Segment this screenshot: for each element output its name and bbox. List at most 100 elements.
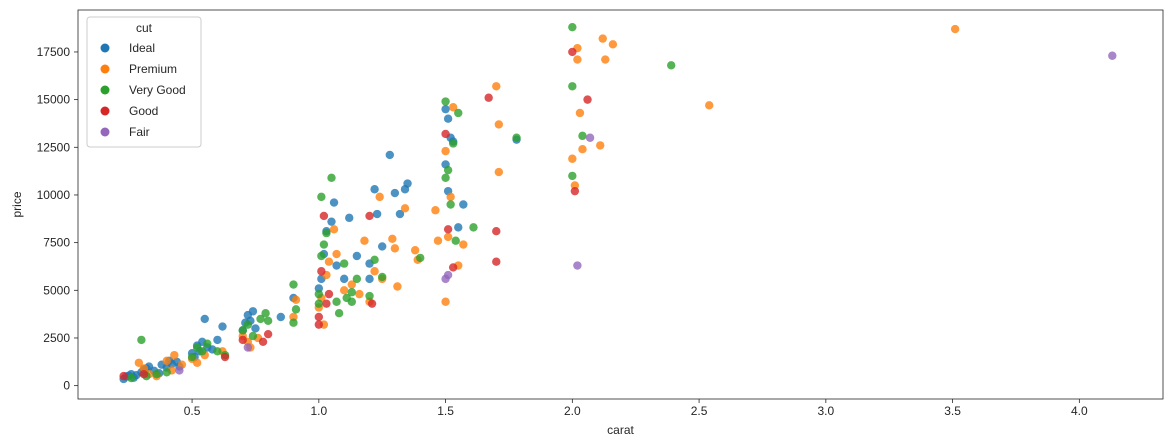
y-tick-label-7: 17500	[37, 45, 71, 59]
point-very-good-20	[314, 289, 324, 299]
point-good-10	[324, 289, 334, 299]
point-good-14	[443, 225, 453, 234]
y-axis-label: price	[10, 191, 24, 217]
legend-marker-ideal	[100, 43, 110, 53]
point-ideal-48	[372, 209, 382, 219]
point-premium-58	[601, 55, 610, 64]
point-very-good-0	[127, 373, 136, 383]
point-very-good-36	[441, 97, 450, 106]
point-ideal-26	[213, 335, 222, 345]
point-premium-54	[575, 108, 585, 118]
x-tick-label-0: 0.5	[184, 404, 201, 418]
point-ideal-55	[441, 104, 450, 114]
point-very-good-7	[198, 347, 207, 356]
point-very-good-37	[443, 165, 453, 175]
point-premium-26	[347, 280, 356, 289]
y-axis: 0 2500 5000 7500 10000 12500 15000 17500	[37, 45, 78, 393]
y-tick-label-1: 2500	[43, 331, 70, 345]
legend-items: Ideal Premium Very Good Good Fair	[100, 41, 186, 139]
point-very-good-34	[378, 272, 387, 282]
point-good-20	[570, 186, 580, 196]
point-ideal-51	[390, 188, 400, 198]
point-premium-45	[459, 240, 468, 249]
point-good-5	[263, 329, 273, 339]
point-fair-6	[1108, 51, 1117, 60]
point-premium-56	[596, 141, 605, 150]
point-very-good-47	[568, 171, 577, 181]
legend-label-very-good: Very Good	[129, 83, 186, 97]
point-ideal-43	[339, 274, 349, 284]
point-very-good-13	[248, 331, 258, 341]
point-very-good-28	[339, 259, 349, 268]
point-premium-50	[568, 154, 577, 163]
point-very-good-9	[213, 347, 222, 356]
point-premium-6	[170, 350, 179, 360]
point-very-good-43	[469, 223, 478, 232]
point-premium-47	[494, 120, 504, 129]
point-fair-5	[585, 133, 595, 142]
x-tick-label-7: 4.0	[1071, 404, 1088, 418]
legend-label-premium: Premium	[129, 62, 177, 76]
point-premium-9	[192, 358, 202, 367]
point-very-good-22	[319, 240, 329, 249]
point-very-good-27	[334, 308, 344, 318]
point-good-18	[492, 257, 501, 266]
point-very-good-3	[152, 370, 161, 379]
point-very-good-23	[322, 228, 331, 238]
point-ideal-62	[459, 200, 468, 209]
point-premium-41	[443, 232, 453, 242]
point-very-good-39	[446, 200, 455, 209]
point-very-good-21	[317, 251, 326, 261]
plot-frame	[77, 9, 1164, 400]
point-good-22	[314, 320, 324, 329]
legend-box	[86, 16, 202, 148]
point-good-11	[365, 211, 374, 221]
y-tick-label-5: 12500	[37, 140, 71, 154]
point-premium-23	[329, 225, 339, 234]
point-fair-1	[243, 343, 253, 352]
point-ideal-42	[332, 261, 341, 270]
y-tick-label-3: 7500	[43, 236, 70, 250]
y-tick-label-4: 10000	[37, 188, 71, 202]
point-premium-39	[433, 236, 443, 245]
point-ideal-56	[443, 114, 453, 123]
legend-label-fair: Fair	[129, 125, 150, 139]
point-good-0	[119, 371, 128, 381]
point-premium-38	[431, 206, 440, 215]
point-premium-42	[446, 192, 455, 202]
point-very-good-32	[365, 291, 374, 301]
point-very-good-26	[332, 297, 341, 306]
legend-marker-fair	[100, 127, 110, 137]
point-very-good-19	[289, 280, 298, 289]
point-fair-4	[573, 261, 582, 270]
point-premium-36	[410, 246, 420, 255]
point-good-1	[139, 370, 149, 379]
x-axis: 0.5 1.0 1.5 2.0 2.5 3.0 3.5 4.0	[184, 399, 1088, 418]
point-very-good-1	[137, 335, 146, 345]
x-tick-label-6: 3.5	[944, 404, 961, 418]
point-very-good-38	[441, 173, 450, 182]
point-very-good-5	[187, 352, 197, 362]
x-tick-label-5: 3.0	[817, 404, 834, 418]
point-premium-46	[492, 82, 501, 91]
y-tick-label-2: 5000	[43, 283, 70, 297]
point-premium-27	[355, 289, 364, 299]
point-ideal-41	[329, 198, 339, 207]
point-fair-0	[175, 366, 184, 375]
point-premium-55	[578, 145, 587, 154]
point-ideal-49	[378, 242, 387, 251]
x-tick-label-3: 2.0	[564, 404, 581, 418]
point-ideal-52	[395, 209, 405, 219]
point-premium-29	[370, 267, 379, 276]
point-very-good-31	[352, 274, 362, 284]
point-ideal-50	[385, 150, 395, 160]
point-ideal-32	[248, 307, 258, 316]
point-premium-0	[134, 358, 144, 367]
point-very-good-12	[243, 320, 253, 329]
point-very-good-46	[568, 82, 577, 91]
x-tick-label-2: 1.5	[437, 404, 454, 418]
point-ideal-23	[200, 314, 209, 324]
point-good-21	[583, 95, 592, 104]
point-premium-35	[400, 204, 410, 213]
